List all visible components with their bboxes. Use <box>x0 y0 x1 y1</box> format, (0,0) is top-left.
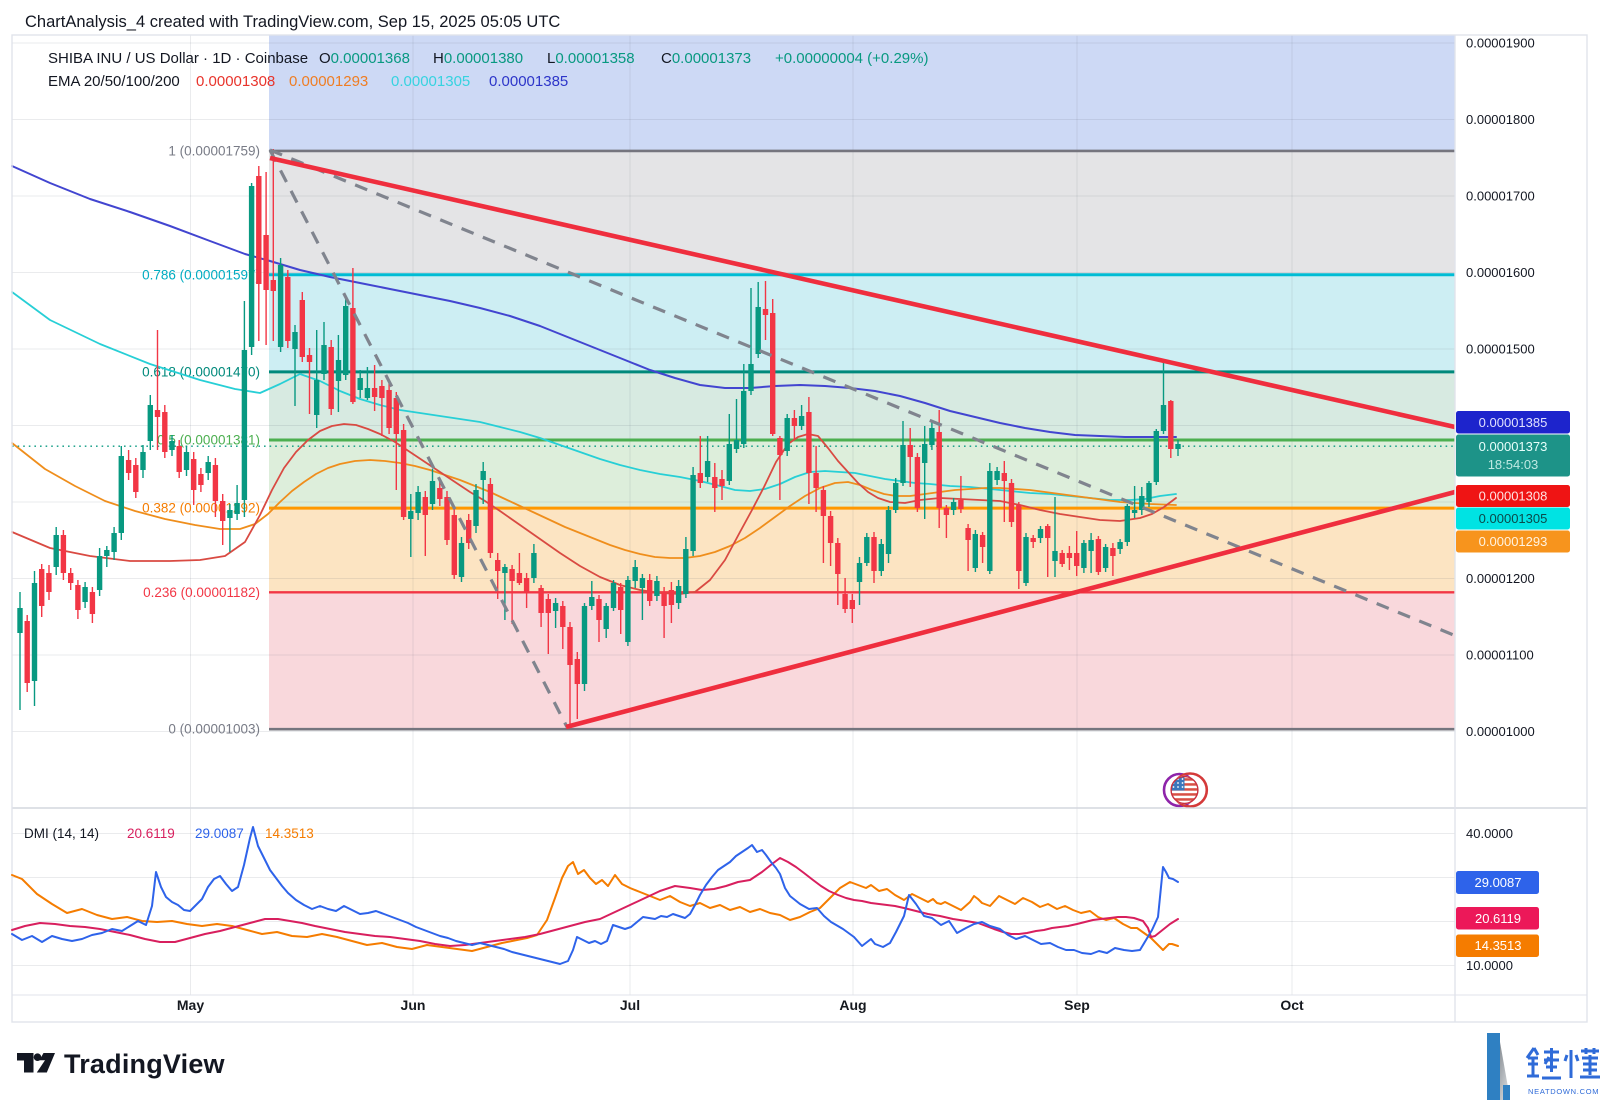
svg-text:May: May <box>177 997 204 1013</box>
svg-text:0 (0.00001003): 0 (0.00001003) <box>168 722 260 737</box>
svg-text:0.236 (0.00001182): 0.236 (0.00001182) <box>143 585 260 600</box>
svg-text:0.786 (0.00001597): 0.786 (0.00001597) <box>142 267 260 282</box>
svg-text:Oct: Oct <box>1280 997 1304 1013</box>
svg-text:14.3513: 14.3513 <box>265 826 314 841</box>
svg-text:TradingView: TradingView <box>64 1049 226 1079</box>
svg-text:1 (0.00001759): 1 (0.00001759) <box>168 143 260 158</box>
svg-text:0.618 (0.00001470): 0.618 (0.00001470) <box>142 364 260 379</box>
svg-text:0.00001308: 0.00001308 <box>1479 489 1548 504</box>
svg-text:0.00001000: 0.00001000 <box>1466 724 1535 739</box>
svg-text:0.00001800: 0.00001800 <box>1466 112 1535 127</box>
svg-text:0.00001385: 0.00001385 <box>1479 415 1548 430</box>
svg-text:DMI (14, 14): DMI (14, 14) <box>24 826 99 841</box>
svg-text:+0.00000004 (+0.29%): +0.00000004 (+0.29%) <box>775 50 928 67</box>
svg-text:18:54:03: 18:54:03 <box>1488 457 1539 472</box>
svg-text:0.00001305: 0.00001305 <box>1479 511 1548 526</box>
svg-text:O0.00001368: O0.00001368 <box>319 50 410 67</box>
svg-text:L0.00001358: L0.00001358 <box>547 50 635 67</box>
svg-text:0.00001308: 0.00001308 <box>196 73 275 90</box>
svg-text:Jun: Jun <box>401 997 426 1013</box>
svg-text:10.0000: 10.0000 <box>1466 958 1513 973</box>
svg-text:0.00001200: 0.00001200 <box>1466 571 1535 586</box>
svg-text:0.00001373: 0.00001373 <box>1479 439 1548 454</box>
svg-text:EMA 20/50/100/200: EMA 20/50/100/200 <box>48 73 180 90</box>
svg-text:20.6119: 20.6119 <box>1475 911 1521 926</box>
svg-text:NEATDOWN.COM: NEATDOWN.COM <box>1528 1087 1599 1096</box>
svg-text:0.5 (0.00001381): 0.5 (0.00001381) <box>157 433 260 448</box>
svg-text:0.382 (0.00001292): 0.382 (0.00001292) <box>142 501 260 516</box>
svg-text:0.00001500: 0.00001500 <box>1466 342 1535 357</box>
svg-text:Jul: Jul <box>620 997 640 1013</box>
svg-text:40.0000: 40.0000 <box>1466 826 1513 841</box>
svg-text:0.00001293: 0.00001293 <box>289 73 368 90</box>
svg-text:0.00001293: 0.00001293 <box>1479 534 1548 549</box>
svg-text:29.0087: 29.0087 <box>1475 875 1522 890</box>
svg-text:20.6119: 20.6119 <box>127 826 175 841</box>
svg-text:29.0087: 29.0087 <box>195 826 244 841</box>
svg-text:0.00001305: 0.00001305 <box>391 73 470 90</box>
svg-text:Aug: Aug <box>839 997 866 1013</box>
svg-text:14.3513: 14.3513 <box>1475 938 1522 953</box>
svg-text:H0.00001380: H0.00001380 <box>433 50 523 67</box>
svg-text:C0.00001373: C0.00001373 <box>661 50 751 67</box>
svg-text:Sep: Sep <box>1064 997 1090 1013</box>
svg-text:0.00001100: 0.00001100 <box>1466 648 1534 663</box>
svg-text:SHIBA INU / US Dollar · 1D · C: SHIBA INU / US Dollar · 1D · Coinbase <box>48 50 308 67</box>
svg-text:ChartAnalysis_4 created with T: ChartAnalysis_4 created with TradingView… <box>25 13 560 31</box>
svg-text:0.00001600: 0.00001600 <box>1466 265 1535 280</box>
svg-text:0.00001700: 0.00001700 <box>1466 189 1535 204</box>
svg-text:0.00001900: 0.00001900 <box>1466 36 1535 51</box>
svg-text:0.00001385: 0.00001385 <box>489 73 568 90</box>
